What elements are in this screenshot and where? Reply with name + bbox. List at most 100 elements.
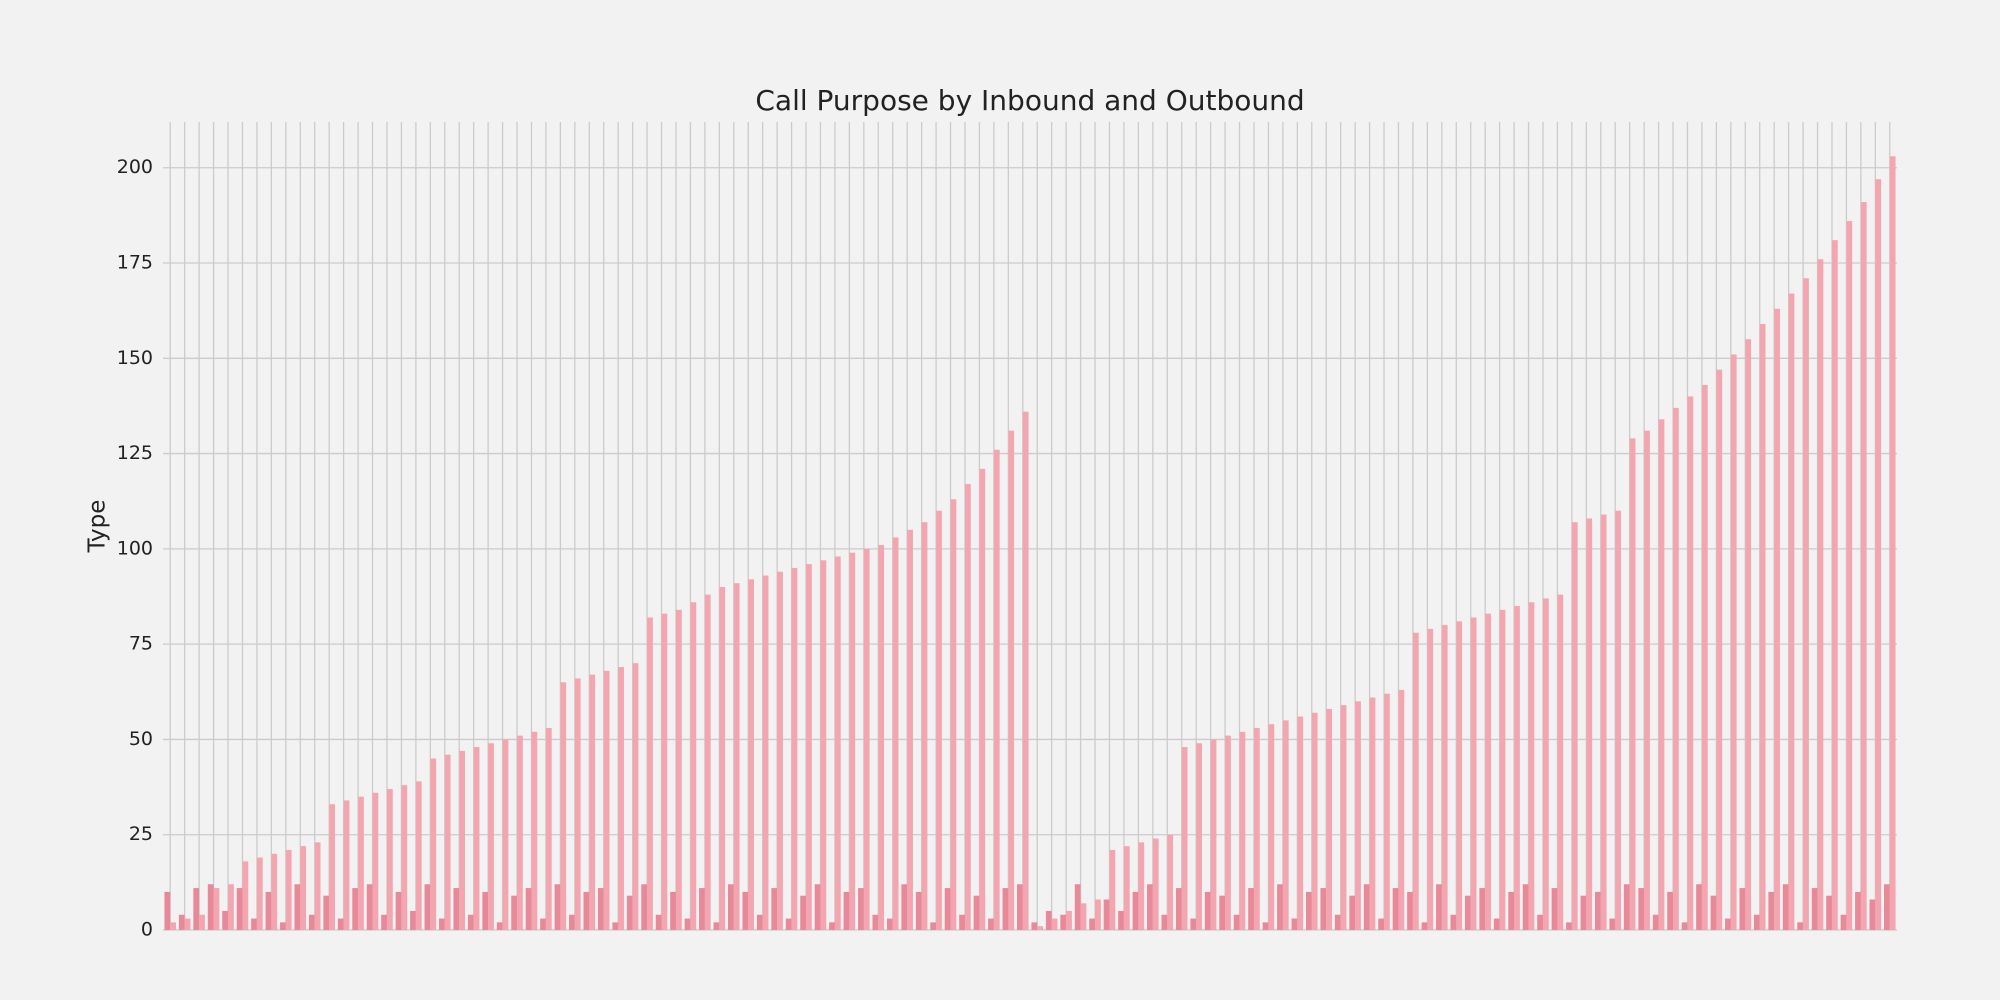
bar [1788,293,1795,931]
bar [1840,914,1847,930]
bar [1875,179,1882,931]
bar [791,567,798,930]
bar [366,884,373,930]
bar [329,804,335,930]
bar [424,884,431,930]
bar [517,735,523,930]
bar [1551,888,1558,930]
bar [1384,693,1390,930]
bar [936,510,942,930]
bar [372,792,379,930]
bar [1175,888,1182,930]
bar [164,891,171,930]
bar [1008,430,1015,930]
y-tick-label: 150 [117,347,153,369]
bar [1022,411,1029,930]
bar [228,884,234,930]
bar [762,575,769,930]
bar [1248,888,1254,930]
y-tick-label: 200 [117,156,153,178]
bar [1571,522,1578,930]
y-tick-label: 25 [129,823,153,845]
bar [849,552,856,930]
bar [1594,891,1601,930]
bar [713,922,720,930]
bar [915,891,922,930]
bar [1080,903,1087,930]
bar [1051,918,1058,930]
bar [1291,918,1298,930]
bar [1074,884,1081,930]
bar [251,918,257,930]
bar [843,891,850,930]
bar [930,922,937,930]
bar [820,560,827,930]
bar [1485,613,1491,930]
bar [1268,724,1275,930]
bar [1340,705,1347,930]
bar [1320,888,1327,930]
bar [1566,922,1572,930]
bar [1326,708,1333,930]
bar [1710,895,1717,930]
bar [1514,606,1520,930]
bar [858,888,864,930]
bar [785,918,792,930]
bar [878,545,885,930]
bar [1730,354,1737,930]
bar [207,884,214,930]
bar [661,613,668,930]
bar [1542,598,1549,930]
bar [381,914,387,930]
bar [401,785,408,930]
bar [1210,739,1217,930]
y-axis-label: Type [85,500,111,554]
bar [1378,918,1385,930]
y-tick-label: 100 [117,537,153,559]
bar [1204,891,1211,930]
bar [1782,884,1789,930]
bar [863,548,870,930]
bar [603,670,610,930]
bar [199,914,205,930]
bar [1797,922,1804,930]
bar [1745,339,1752,931]
bar [1860,202,1867,931]
y-tick-label: 0 [141,919,153,941]
bar [184,918,191,930]
bar [748,579,755,930]
bar [1803,278,1809,930]
bar [236,888,243,930]
bar [1470,617,1477,930]
bar [829,922,835,930]
bar [170,922,177,930]
bar [1196,743,1202,930]
bar [1109,849,1116,930]
bar [1355,701,1361,930]
bar [1615,510,1622,930]
bar [993,449,1000,930]
bar [1311,712,1318,930]
bar [1759,324,1766,930]
bar [1846,221,1853,930]
bar [438,918,445,930]
bar [1060,914,1067,930]
bar [178,914,185,930]
bar [886,918,893,930]
bar [684,918,691,930]
bar [1499,609,1506,930]
bar [1609,918,1616,930]
bar [1369,697,1376,930]
bar [699,888,705,930]
bar [1392,888,1399,930]
bar [1190,918,1197,930]
bar [1225,735,1231,930]
bar [632,663,639,930]
bar [892,537,899,930]
bar [597,888,604,930]
bar [256,857,263,930]
bar [1239,731,1246,930]
bar [872,914,879,930]
bar [733,583,740,930]
bar [921,522,928,930]
